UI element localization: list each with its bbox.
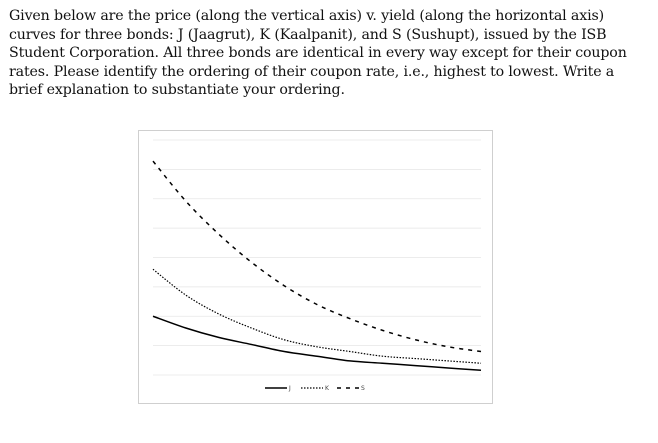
legend-label-j: J [288,385,291,392]
question-text: Given below are the price (along the ver… [9,8,627,99]
gridlines [153,139,481,376]
series-lines [152,160,482,372]
series-line-s [152,160,482,353]
legend-label-s: S [361,385,365,392]
series-line-k [152,268,482,364]
series-line-j [152,315,482,372]
legend-label-k: K [325,385,330,392]
